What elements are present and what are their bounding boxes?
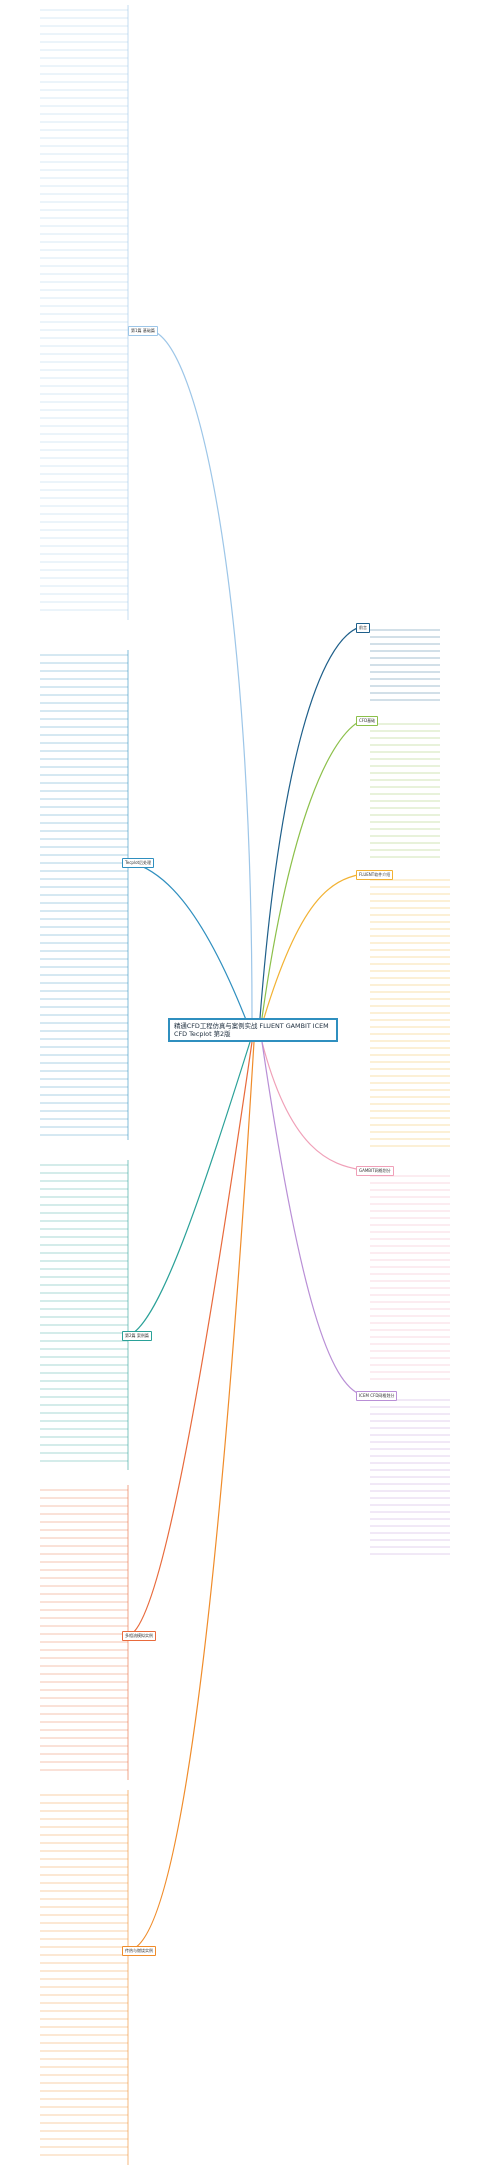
branch-label: ICEM CFD网格划分	[359, 1393, 395, 1398]
branch-10-connector	[129, 1041, 255, 1951]
branch-label: 第1篇 基础篇	[131, 328, 155, 333]
branch-label: GAMBIT网格划分	[359, 1168, 391, 1173]
left-leaf-lines	[40, 9, 128, 2156]
branch-label: FLUENT软件介绍	[359, 872, 391, 877]
branch-5-connector	[261, 1041, 363, 1171]
branch-9-connector	[129, 1041, 253, 1636]
right-leaf-lines	[370, 629, 450, 1555]
root-node[interactable]: 精通CFD工程仿真与案例实战 FLUENT GAMBIT ICEM CFD Te…	[168, 1018, 338, 1042]
branch-8-connector	[129, 1041, 251, 1336]
branch-node-9[interactable]: 多相流模拟实例	[122, 1631, 156, 1641]
branch-node-2[interactable]: 前言	[356, 623, 370, 633]
branch-node-1[interactable]: 第1篇 基础篇	[128, 326, 158, 336]
branch-6-connector	[261, 1041, 363, 1396]
branch-node-8[interactable]: 第2篇 案例篇	[122, 1331, 152, 1341]
branch-node-7[interactable]: Tecplot后处理	[122, 858, 155, 868]
branch-label: 第2篇 案例篇	[125, 1333, 149, 1338]
branch-3-connector	[261, 719, 363, 1019]
branch-node-5[interactable]: GAMBIT网格划分	[356, 1166, 394, 1176]
branch-label: CFD基础	[359, 718, 376, 723]
branch-label: Tecplot后处理	[125, 860, 152, 865]
branch-node-6[interactable]: ICEM CFD网格划分	[356, 1391, 398, 1401]
branch-label: 前言	[359, 625, 367, 630]
branch-label: 传热与燃烧实例	[125, 1948, 153, 1953]
branch-4-connector	[263, 873, 363, 1019]
branch-node-4[interactable]: FLUENT软件介绍	[356, 870, 394, 880]
branch-1-connector	[149, 329, 253, 1019]
branch-2-connector	[259, 626, 361, 1019]
branch-label: 多相流模拟实例	[125, 1633, 153, 1638]
root-title: 精通CFD工程仿真与案例实战 FLUENT GAMBIT ICEM CFD Te…	[174, 1022, 329, 1038]
branch-node-10[interactable]: 传热与燃烧实例	[122, 1946, 156, 1956]
branch-7-connector	[129, 861, 251, 1031]
branch-node-3[interactable]: CFD基础	[356, 716, 379, 726]
